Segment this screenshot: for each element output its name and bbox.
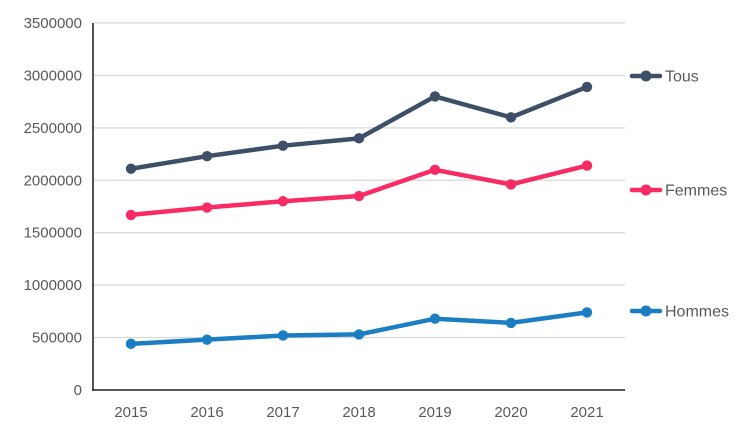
- data-point-tous-2017: [277, 140, 289, 151]
- data-point-femmes-2016: [201, 202, 213, 213]
- x-tick-label: 2019: [418, 404, 451, 421]
- data-point-hommes-2015: [125, 338, 137, 350]
- data-point-tous-2016: [201, 150, 213, 162]
- data-point-hommes-2018: [353, 329, 365, 340]
- data-point-tous-2018: [353, 133, 365, 144]
- data-point-tous-2021: [581, 81, 593, 93]
- y-tick-label: 500000: [32, 330, 82, 347]
- legend-marker-dot: [640, 305, 652, 317]
- x-tick-label: 2018: [342, 404, 375, 421]
- data-point-hommes-2021: [581, 307, 593, 318]
- data-point-hommes-2017: [277, 330, 289, 341]
- data-point-hommes-2020: [505, 317, 517, 329]
- data-point-femmes-2019: [429, 164, 441, 175]
- legend-label: Tous: [665, 69, 699, 86]
- y-tick-label: 0: [74, 382, 82, 399]
- x-tick-label: 2015: [114, 404, 147, 421]
- data-point-femmes-2021: [581, 160, 593, 171]
- x-tick-label: 2016: [190, 404, 223, 421]
- y-tick-label: 3500000: [24, 15, 82, 32]
- legend-item-femmes: Femmes: [629, 183, 727, 200]
- data-point-femmes-2017: [277, 196, 289, 207]
- y-tick-label: 2000000: [24, 172, 82, 189]
- legend-item-tous: Tous: [629, 69, 699, 86]
- legend-item-hommes: Hommes: [629, 304, 729, 321]
- y-tick-label: 2500000: [24, 120, 82, 137]
- legend-label: Femmes: [665, 183, 727, 200]
- x-tick-label: 2017: [266, 404, 299, 421]
- data-point-tous-2019: [429, 91, 441, 102]
- x-tick-label: 2021: [570, 404, 603, 421]
- legend-label: Hommes: [665, 304, 729, 321]
- data-point-femmes-2018: [353, 190, 365, 202]
- data-point-hommes-2019: [429, 313, 441, 324]
- data-point-hommes-2016: [201, 334, 213, 345]
- series-line-femmes: [128, 163, 590, 218]
- data-point-tous-2020: [505, 112, 517, 123]
- x-tick-label: 2020: [494, 404, 527, 421]
- data-point-femmes-2015: [125, 209, 137, 221]
- legend-marker-dot: [640, 184, 652, 196]
- legend-marker-dot: [640, 70, 652, 82]
- y-tick-label: 3000000: [24, 67, 82, 84]
- y-tick-label: 1000000: [24, 277, 82, 294]
- y-tick-label: 1500000: [24, 225, 82, 242]
- data-point-femmes-2020: [505, 179, 517, 190]
- data-point-tous-2015: [125, 163, 137, 174]
